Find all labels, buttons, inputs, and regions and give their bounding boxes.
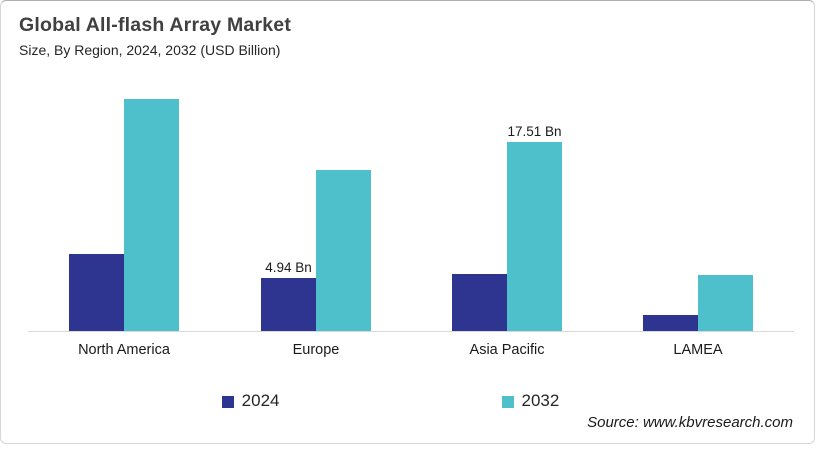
legend-label-2032: 2032 [521,391,560,410]
legend-item-2032: 2032 [501,391,560,411]
x-axis-line [28,331,794,332]
chart-title: Global All-flash Array Market [19,14,292,36]
category-label-asia-pacific: Asia Pacific [469,342,545,358]
legend-label-2024: 2024 [241,391,280,410]
bar-2024-lamea [643,315,698,331]
category-label-north-america: North America [78,342,170,358]
data-label-2032-asia-pacific: 17.51 Bn [507,124,562,139]
bar-2032-lamea [698,275,753,331]
legend-swatch-2024 [221,395,234,408]
chart-card: Global All-flash Array Market Size, By R… [0,0,815,444]
chart-subtitle: Size, By Region, 2024, 2032 (USD Billion… [19,42,281,58]
data-label-2024-europe: 4.94 Bn [265,260,312,275]
bar-2024-europe [261,278,316,331]
source-text: Source: www.kbvresearch.com [587,414,793,431]
legend-swatch-2032 [501,395,514,408]
bar-2024-asia-pacific [452,274,507,331]
category-label-europe: Europe [292,342,340,358]
bar-2024-north-america [69,254,124,331]
category-label-lamea: LAMEA [673,342,723,358]
chart-header: Global All-flash Array Market Size, By R… [19,14,291,58]
bar-2032-north-america [124,99,179,331]
legend-item-2024: 2024 [221,391,280,411]
legend: 2024 2032 [0,391,797,411]
bar-2032-asia-pacific [507,142,562,331]
bar-2032-europe [316,170,371,331]
